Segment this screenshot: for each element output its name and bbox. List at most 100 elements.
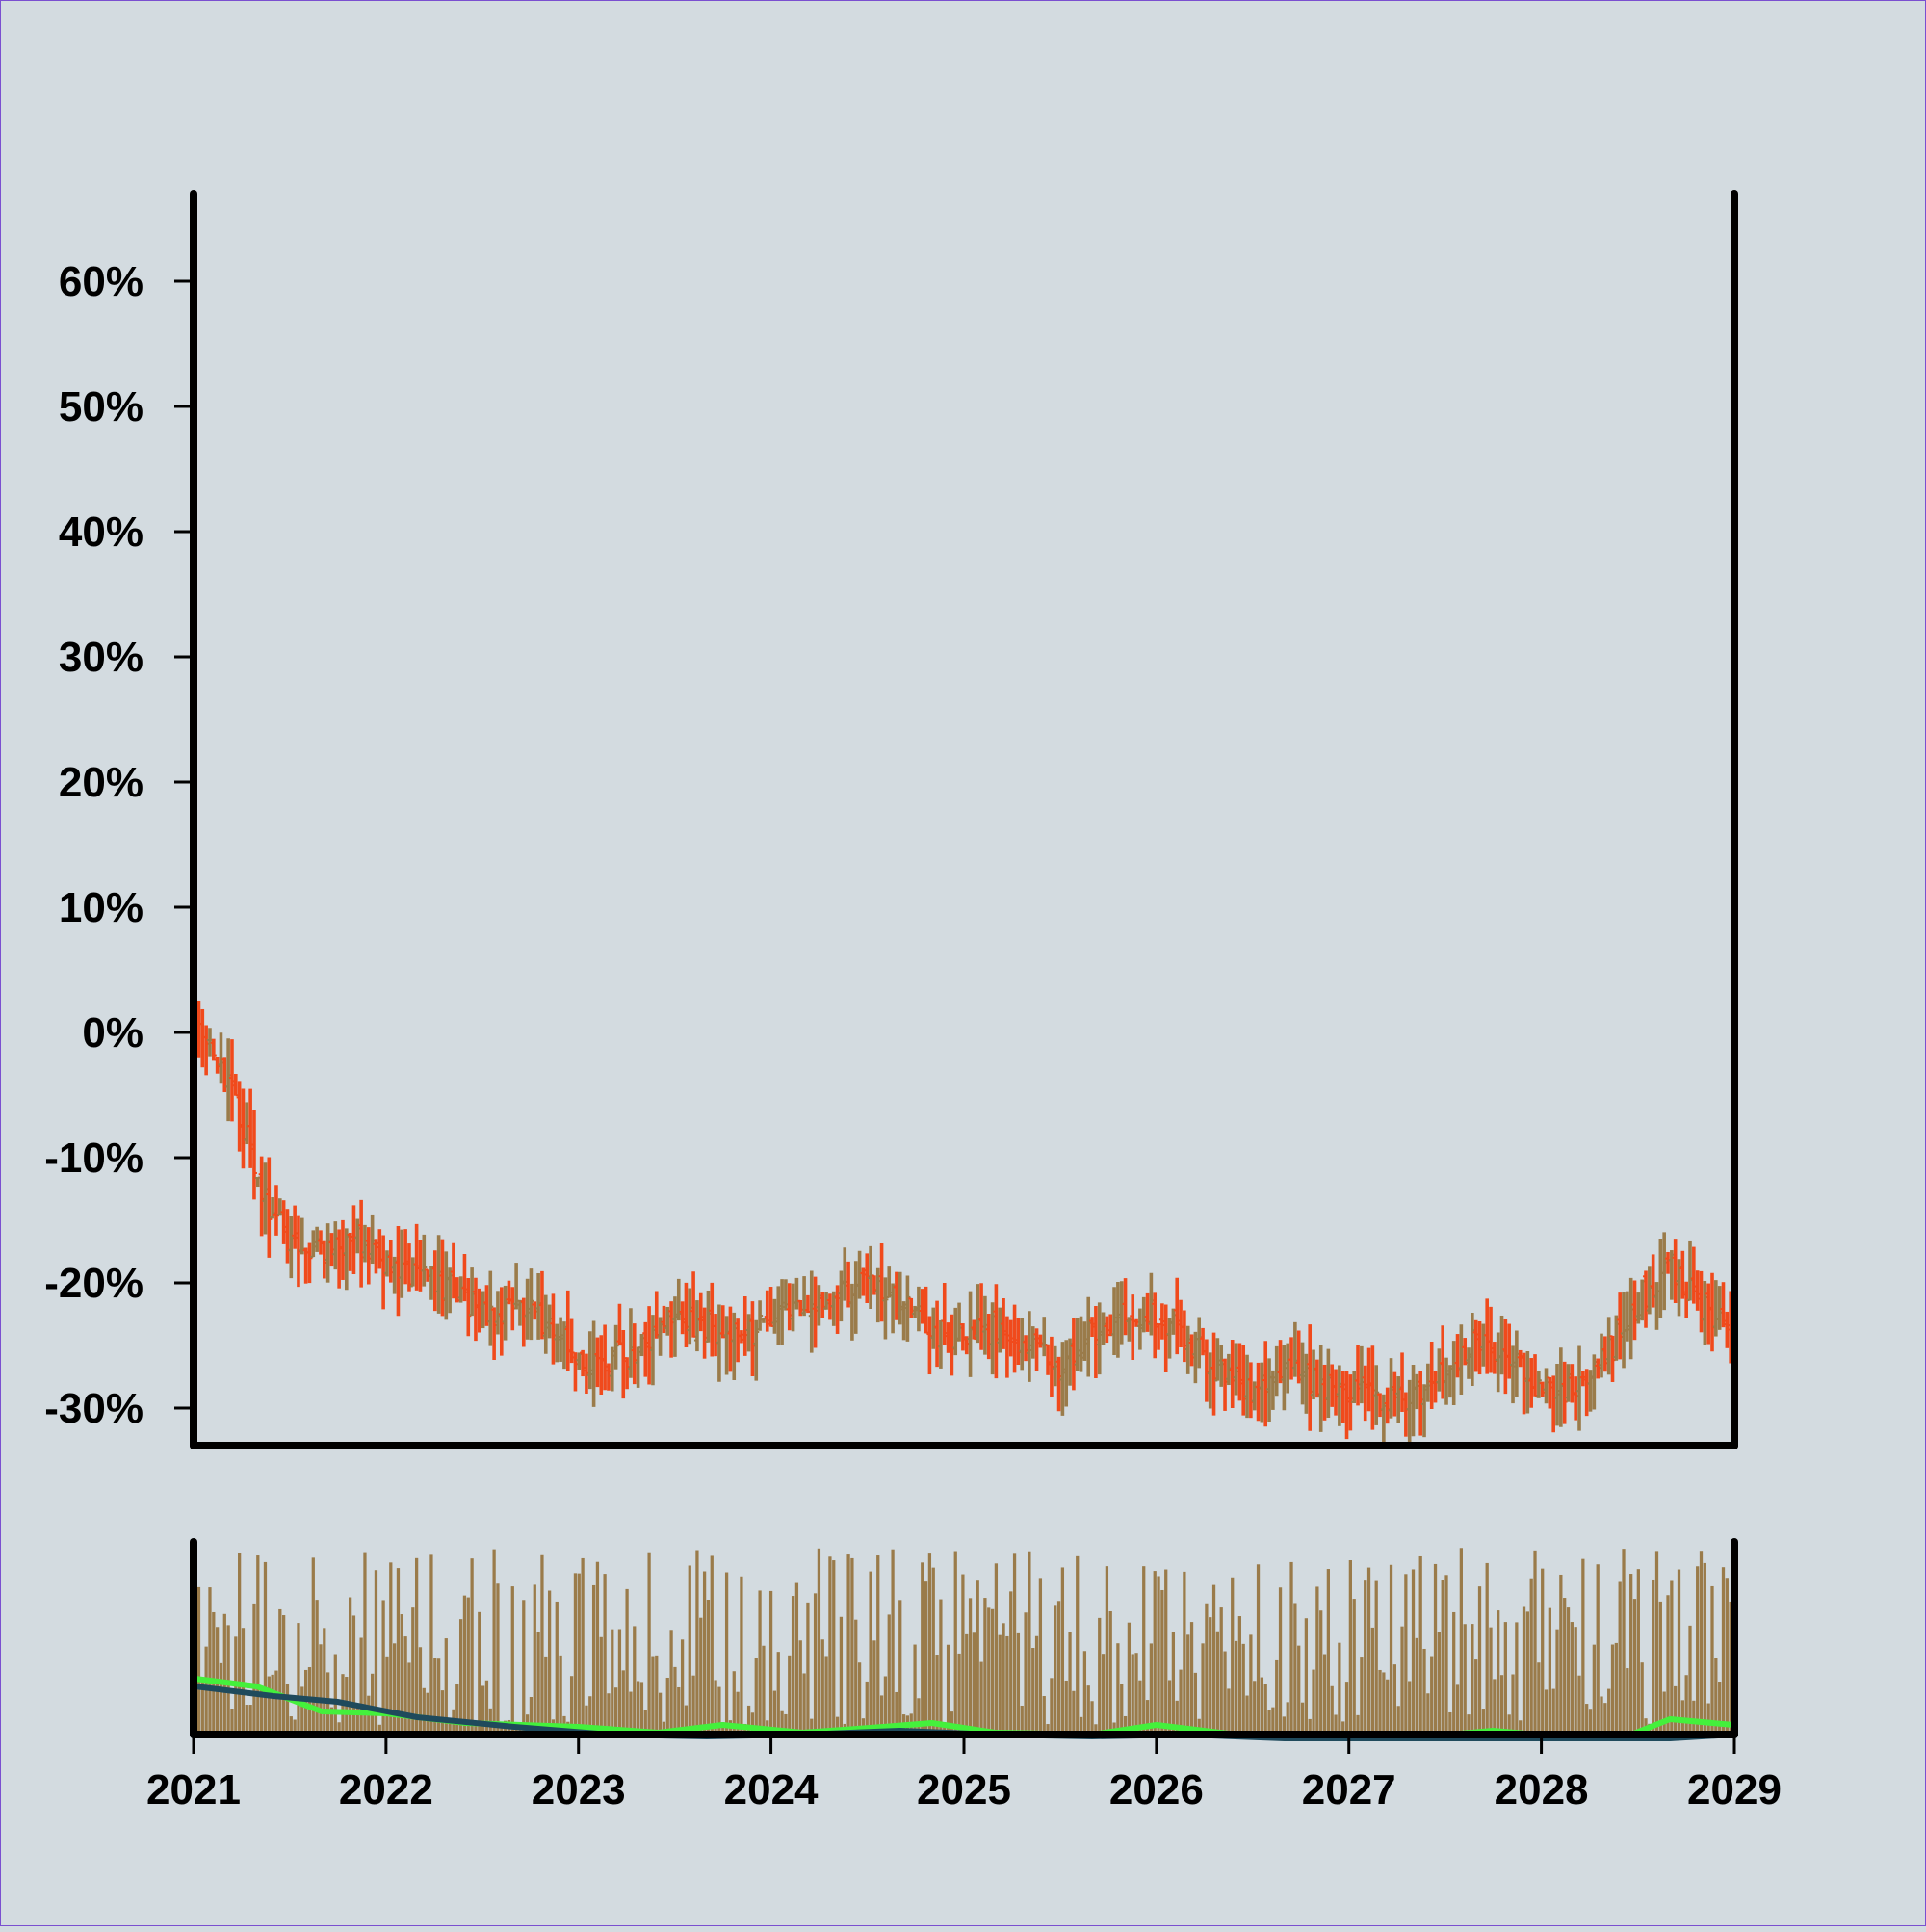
volume-bar: [846, 1554, 850, 1735]
volume-bar: [329, 1707, 334, 1735]
volume-bar: [377, 1724, 381, 1735]
volume-bar: [1056, 1601, 1061, 1735]
volume-bar: [776, 1652, 780, 1735]
volume-bar: [1378, 1669, 1382, 1735]
volume-bar: [617, 1629, 622, 1735]
volume-bar: [1640, 1662, 1644, 1735]
volume-bar: [1197, 1718, 1201, 1735]
volume-bar: [1596, 1564, 1600, 1735]
volume-bar: [1529, 1578, 1533, 1735]
volume-bar: [1374, 1580, 1378, 1735]
volume-bar: [1721, 1567, 1726, 1735]
volume-bar: [1459, 1548, 1463, 1735]
volume-bar: [1108, 1610, 1112, 1735]
volume-bar: [1474, 1659, 1478, 1735]
volume-bar: [1164, 1569, 1168, 1735]
volume-bar: [857, 1662, 862, 1735]
x-tick-label: 2027: [1302, 1766, 1396, 1814]
volume-bar: [1674, 1685, 1678, 1735]
volume-bar: [625, 1588, 629, 1735]
volume-bar: [665, 1677, 669, 1735]
volume-bar: [595, 1561, 600, 1735]
volume-bar: [643, 1710, 647, 1735]
volume-bar: [1629, 1574, 1633, 1735]
volume-bar: [721, 1722, 725, 1735]
volume-bar: [987, 1607, 991, 1735]
volume-bar: [1614, 1642, 1618, 1735]
volume-bar: [931, 1567, 935, 1735]
volume-bar: [957, 1653, 961, 1735]
volume-bar: [577, 1573, 581, 1735]
y-tick-label: 10%: [59, 884, 143, 931]
volume-bar: [1293, 1603, 1297, 1735]
volume-bar: [1503, 1622, 1507, 1735]
volume-bar: [363, 1552, 367, 1735]
volume-bar: [1519, 1720, 1523, 1735]
volume-bar: [1193, 1672, 1198, 1735]
volume-bar: [422, 1687, 426, 1735]
volume-bar: [1370, 1627, 1374, 1735]
volume-bar: [1315, 1586, 1319, 1735]
volume-bar: [1433, 1563, 1438, 1735]
volume-bar: [481, 1685, 485, 1735]
volume-bar: [876, 1555, 880, 1735]
volume-bar: [1507, 1714, 1511, 1735]
volume-bar: [869, 1571, 872, 1735]
volume-bar: [1076, 1555, 1080, 1735]
volume-bar: [1256, 1564, 1261, 1735]
x-tick-label: 2025: [917, 1766, 1011, 1814]
volume-bar: [1725, 1578, 1729, 1735]
volume-bar: [1046, 1724, 1050, 1735]
volume-bar: [581, 1557, 585, 1735]
volume-bar: [370, 1673, 375, 1735]
volume-bar: [706, 1600, 711, 1735]
volume-bar: [1489, 1627, 1493, 1735]
volume-bar: [436, 1658, 441, 1735]
volume-bar: [200, 1678, 204, 1735]
volume-bar: [293, 1719, 297, 1735]
volume-bar: [1570, 1622, 1574, 1735]
volume-bar: [319, 1644, 323, 1735]
volume-bar: [1312, 1669, 1315, 1735]
volume-bar: [1160, 1589, 1164, 1735]
volume-bar: [1105, 1566, 1109, 1735]
volume-bar: [1422, 1648, 1426, 1735]
volume-bar: [913, 1644, 917, 1735]
volume-bar: [1680, 1700, 1684, 1735]
y-tick-label: 20%: [59, 759, 143, 806]
volume-bar: [1304, 1618, 1309, 1735]
volume-bar: [1241, 1643, 1245, 1735]
volume-bar: [1588, 1709, 1593, 1735]
volume-bar: [1131, 1654, 1134, 1735]
volume-bar: [529, 1697, 534, 1735]
volume-bar: [1537, 1662, 1541, 1735]
volume-bar: [1581, 1558, 1585, 1735]
volume-bar: [943, 1721, 947, 1735]
volume-bar: [1515, 1622, 1519, 1735]
volume-bar: [274, 1670, 278, 1735]
volume-bar: [813, 1593, 818, 1735]
volume-bar: [1455, 1684, 1460, 1735]
volume-bar: [1392, 1664, 1396, 1735]
volume-bar: [1278, 1587, 1283, 1735]
volume-bar: [263, 1561, 268, 1735]
volume-bar: [994, 1563, 999, 1735]
volume-bar: [1386, 1679, 1390, 1735]
volume-bar: [359, 1637, 363, 1735]
volume-bar: [710, 1555, 714, 1735]
volume-bar: [746, 1705, 751, 1735]
volume-bar: [772, 1690, 777, 1735]
volume-bar: [285, 1684, 290, 1735]
volume-bar: [950, 1711, 954, 1735]
volume-bar: [555, 1601, 559, 1735]
volume-bar: [655, 1655, 659, 1735]
volume-bar: [540, 1554, 544, 1735]
volume-bar: [1448, 1711, 1452, 1735]
volume-bar: [788, 1655, 792, 1735]
volume-bar: [611, 1629, 614, 1735]
volume-bar: [924, 1581, 928, 1735]
volume-bar: [1153, 1571, 1157, 1735]
volume-bar: [1116, 1643, 1120, 1735]
volume-bar: [1356, 1714, 1360, 1735]
volume-bar: [794, 1582, 799, 1735]
